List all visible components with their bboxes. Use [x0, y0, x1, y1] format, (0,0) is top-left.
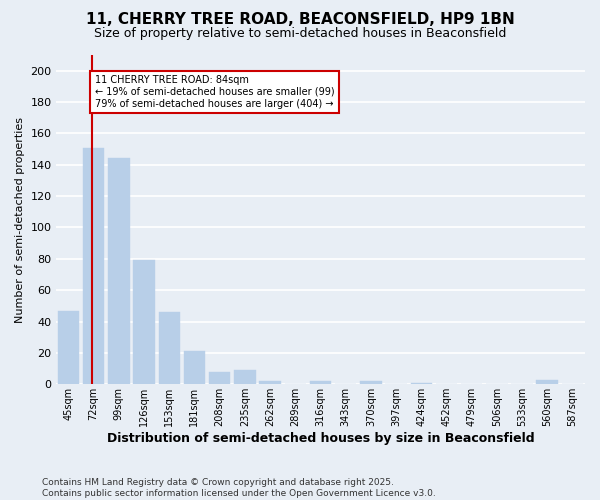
X-axis label: Distribution of semi-detached houses by size in Beaconsfield: Distribution of semi-detached houses by … [107, 432, 534, 445]
Bar [58, 310, 79, 384]
Text: 11, CHERRY TREE ROAD, BEACONSFIELD, HP9 1BN: 11, CHERRY TREE ROAD, BEACONSFIELD, HP9 … [86, 12, 514, 28]
Bar [410, 382, 432, 384]
Bar [83, 148, 104, 384]
Bar [108, 158, 130, 384]
Bar [133, 260, 155, 384]
Bar [259, 381, 281, 384]
Bar [360, 381, 382, 384]
Y-axis label: Number of semi-detached properties: Number of semi-detached properties [15, 116, 25, 322]
Bar [184, 352, 205, 384]
Bar [536, 380, 558, 384]
Text: Contains HM Land Registry data © Crown copyright and database right 2025.
Contai: Contains HM Land Registry data © Crown c… [42, 478, 436, 498]
Bar [310, 381, 331, 384]
Text: Size of property relative to semi-detached houses in Beaconsfield: Size of property relative to semi-detach… [94, 28, 506, 40]
Bar [158, 312, 180, 384]
Text: 11 CHERRY TREE ROAD: 84sqm
← 19% of semi-detached houses are smaller (99)
79% of: 11 CHERRY TREE ROAD: 84sqm ← 19% of semi… [95, 76, 335, 108]
Bar [209, 372, 230, 384]
Bar [234, 370, 256, 384]
